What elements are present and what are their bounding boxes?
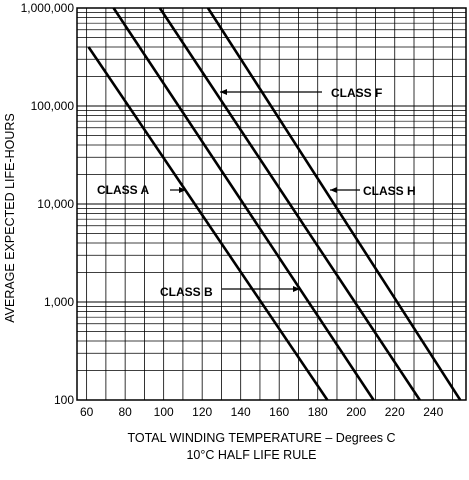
x-tick-label: 200 (346, 405, 366, 419)
y-tick-label: 1,000,000 (21, 1, 75, 15)
annotation-arrowhead-class-f (220, 89, 227, 95)
x-tick-label: 120 (192, 405, 212, 419)
y-tick-label: 1,000 (44, 295, 74, 309)
x-tick-label: 180 (308, 405, 328, 419)
x-tick-label: 220 (385, 405, 405, 419)
y-tick-label: 100,000 (31, 99, 75, 113)
x-tick-label: 240 (423, 405, 443, 419)
y-axis-title: AVERAGE EXPECTED LIFE-HOURS (3, 113, 17, 323)
annotation-arrowhead-class-h (330, 187, 337, 193)
series-lines (87, 7, 462, 401)
y-tick-label: 100 (54, 393, 74, 407)
series-line-class-a (87, 46, 329, 401)
tick-labels: 60 80 100 120 140 160 180 200 220 240 100 1,000 10,0… (21, 1, 444, 419)
x-axis-subtitle: 10°C HALF LIFE RULE (186, 448, 316, 462)
series-line-class-h (206, 7, 462, 401)
x-tick-label: 80 (118, 405, 132, 419)
annotation-class-f: CLASS F (331, 86, 382, 100)
annotation-arrowhead-class-a (179, 187, 186, 193)
x-tick-label: 160 (269, 405, 289, 419)
y-tick-label: 10,000 (37, 197, 74, 211)
plot-frame (76, 7, 467, 401)
x-tick-label: 140 (231, 405, 251, 419)
annotations: CLASS A CLASS B CLASS F CLASS H (97, 86, 416, 299)
annotation-class-a: CLASS A (97, 183, 150, 197)
x-tick-label: 60 (80, 405, 94, 419)
series-line-class-b (112, 7, 375, 401)
annotation-arrowhead-class-b (293, 286, 300, 292)
grid (77, 8, 466, 400)
annotation-class-b: CLASS B (160, 285, 213, 299)
x-tick-label: 100 (154, 405, 174, 419)
annotation-class-h: CLASS H (363, 184, 416, 198)
series-line-class-f (158, 7, 421, 401)
x-axis-title: TOTAL WINDING TEMPERATURE – Degrees C (127, 431, 395, 445)
